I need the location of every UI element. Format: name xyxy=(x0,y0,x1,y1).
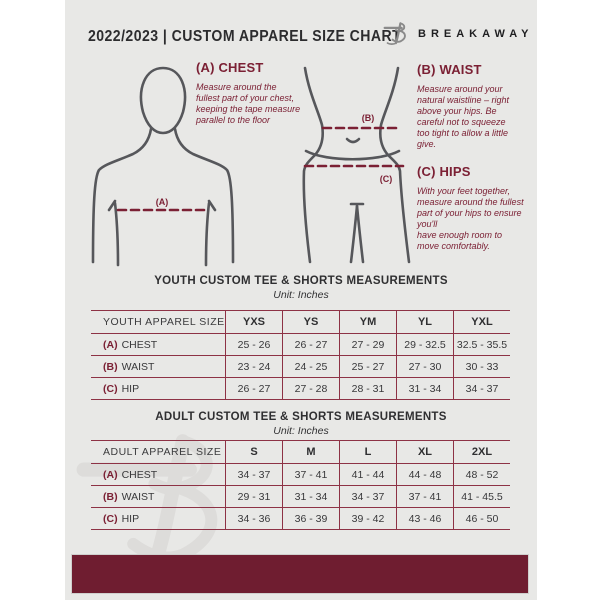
table-row: (C) HIP 34 - 36 36 - 39 39 - 42 43 - 46 … xyxy=(91,507,510,530)
row-label: (B) WAIST xyxy=(91,356,225,377)
row-label-text: WAIST xyxy=(121,360,155,373)
row-label: (A) CHEST xyxy=(91,464,225,485)
body-diagram: (A) (B) (C) xyxy=(91,66,411,267)
table-row: (C) HIP 26 - 27 27 - 28 28 - 31 31 - 34 … xyxy=(91,377,510,400)
waist-heading: (B) WAIST xyxy=(417,62,482,77)
footer-accent-bar xyxy=(71,554,529,594)
table-cell: 44 - 48 xyxy=(396,464,453,485)
table-cell: 39 - 42 xyxy=(339,508,396,529)
table-cell: 23 - 24 xyxy=(225,356,282,377)
table-cell: 48 - 52 xyxy=(453,464,510,485)
chest-marker-label: (A) xyxy=(156,197,169,207)
chest-body-text: Measure around the fullest part of your … xyxy=(196,82,301,125)
adult-unit-label: Unit: Inches xyxy=(273,425,329,437)
table-cell: 24 - 25 xyxy=(282,356,339,377)
table-cell: 25 - 27 xyxy=(339,356,396,377)
adult-section-title: ADULT CUSTOM TEE & SHORTS MEASUREMENTS xyxy=(155,411,447,423)
page-title: 2022/2023 | CUSTOM APPAREL SIZE CHART xyxy=(88,28,402,45)
youth-unit-label: Unit: Inches xyxy=(273,289,329,301)
column-header: YM xyxy=(339,311,396,333)
column-header: XL xyxy=(396,441,453,463)
table-cell: 28 - 31 xyxy=(339,378,396,399)
row-marker: (B) xyxy=(103,360,118,373)
table-row: (B) WAIST 23 - 24 24 - 25 25 - 27 27 - 3… xyxy=(91,355,510,377)
table-cell: 25 - 26 xyxy=(225,334,282,355)
table-cell: 37 - 41 xyxy=(282,464,339,485)
column-header: YXL xyxy=(453,311,510,333)
row-label-text: CHEST xyxy=(121,468,158,481)
brand-lockup: BREAKAWAY xyxy=(383,20,534,47)
table-cell: 27 - 28 xyxy=(282,378,339,399)
table-cell: 26 - 27 xyxy=(282,334,339,355)
table-cell: 27 - 29 xyxy=(339,334,396,355)
table-cell: 34 - 37 xyxy=(225,464,282,485)
row-marker: (C) xyxy=(103,382,118,395)
table-row: (A) CHEST 34 - 37 37 - 41 41 - 44 44 - 4… xyxy=(91,463,510,485)
table-cell: 29 - 32.5 xyxy=(396,334,453,355)
waist-instructions: (B) WAIST Measure around your natural wa… xyxy=(417,62,520,150)
column-header: 2XL xyxy=(453,441,510,463)
row-label-text: WAIST xyxy=(121,490,155,503)
column-header: M xyxy=(282,441,339,463)
chest-instructions: (A) CHEST Measure around the fullest par… xyxy=(196,60,301,126)
table-cell: 46 - 50 xyxy=(453,508,510,529)
table-row: (A) CHEST 25 - 26 26 - 27 27 - 29 29 - 3… xyxy=(91,333,510,355)
column-header: ADULT APPAREL SIZE xyxy=(103,446,222,458)
table-cell: 43 - 46 xyxy=(396,508,453,529)
row-label: (A) CHEST xyxy=(91,334,225,355)
table-cell: 31 - 34 xyxy=(396,378,453,399)
row-label: (C) HIP xyxy=(91,378,225,399)
column-header: S xyxy=(225,441,282,463)
table-cell: 32.5 - 35.5 xyxy=(453,334,510,355)
breakaway-b-logo-icon xyxy=(383,22,407,46)
adult-table-header-row: ADULT APPAREL SIZE S M L XL 2XL xyxy=(91,440,510,463)
table-cell: 41 - 45.5 xyxy=(453,486,510,507)
row-label: (B) WAIST xyxy=(91,486,225,507)
table-cell: 30 - 33 xyxy=(453,356,510,377)
column-header: YXS xyxy=(225,311,282,333)
brand-name: BREAKAWAY xyxy=(418,27,534,40)
table-cell: 27 - 30 xyxy=(396,356,453,377)
table-cell: 34 - 36 xyxy=(225,508,282,529)
row-marker: (A) xyxy=(103,338,118,351)
table-cell: 34 - 37 xyxy=(453,378,510,399)
table-cell: 26 - 27 xyxy=(225,378,282,399)
column-header: YL xyxy=(396,311,453,333)
table-cell: 37 - 41 xyxy=(396,486,453,507)
row-label: (C) HIP xyxy=(91,508,225,529)
row-label-text: HIP xyxy=(121,512,140,525)
table-cell: 36 - 39 xyxy=(282,508,339,529)
row-marker: (C) xyxy=(103,512,118,525)
column-header: YOUTH APPAREL SIZE xyxy=(103,316,225,328)
table-cell: 29 - 31 xyxy=(225,486,282,507)
hips-marker-label: (C) xyxy=(380,174,393,184)
size-chart-page: 2022/2023 | CUSTOM APPAREL SIZE CHART BR… xyxy=(65,0,537,600)
row-label-text: HIP xyxy=(121,382,140,395)
table-cell: 34 - 37 xyxy=(339,486,396,507)
lower-body-figure xyxy=(302,66,411,264)
table-row: (B) WAIST 29 - 31 31 - 34 34 - 37 37 - 4… xyxy=(91,485,510,507)
upper-body-figure xyxy=(91,66,235,267)
row-label-text: CHEST xyxy=(121,338,158,351)
youth-table-header-row: YOUTH APPAREL SIZE YXS YS YM YL YXL xyxy=(91,310,510,333)
chest-heading: (A) CHEST xyxy=(196,60,264,75)
column-header: L xyxy=(339,441,396,463)
column-header: YS xyxy=(282,311,339,333)
row-marker: (B) xyxy=(103,490,118,503)
table-cell: 41 - 44 xyxy=(339,464,396,485)
hips-body-text: With your feet together, measure around … xyxy=(417,186,524,251)
row-marker: (A) xyxy=(103,468,118,481)
waist-body-text: Measure around your natural waistline – … xyxy=(417,84,510,149)
table-cell: 31 - 34 xyxy=(282,486,339,507)
hips-instructions: (C) HIPS With your feet together, measur… xyxy=(417,164,525,252)
adult-size-table: ADULT APPAREL SIZE S M L XL 2XL (A) CHES… xyxy=(91,440,510,530)
hips-heading: (C) HIPS xyxy=(417,164,471,179)
youth-section-title: YOUTH CUSTOM TEE & SHORTS MEASUREMENTS xyxy=(154,275,448,287)
youth-size-table: YOUTH APPAREL SIZE YXS YS YM YL YXL (A) … xyxy=(91,310,510,400)
waist-marker-label: (B) xyxy=(362,113,375,123)
